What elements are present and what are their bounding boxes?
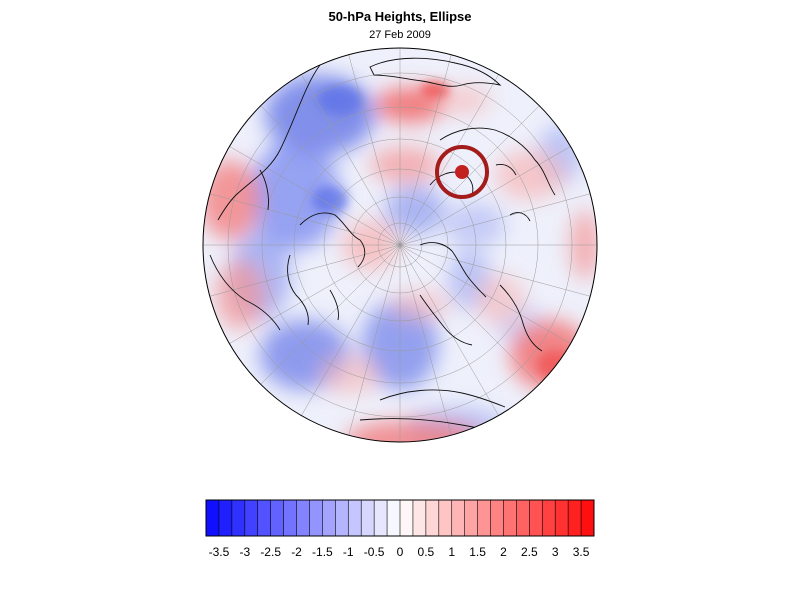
colorbar-cell (387, 500, 401, 536)
colorbar-tick-label: 2.5 (521, 545, 538, 559)
colorbar-tick-label: -2.5 (260, 545, 281, 559)
colorbar-cell (568, 500, 582, 536)
colorbar-cell (503, 500, 517, 536)
polar-map (200, 45, 600, 445)
colorbar-cell (296, 500, 310, 536)
colorbar-cell (581, 500, 595, 536)
colorbar-tick-label: 2 (500, 545, 507, 559)
coastlines (209, 57, 556, 436)
colorbar-cell (374, 500, 388, 536)
colorbar-labels: -3.5 -3 -2.5 -2 -1.5 -1 -0.5 0 0.5 1 1.5 2 2.5 3 3.5 (209, 545, 590, 559)
colorbar-tick-label: 0.5 (418, 545, 435, 559)
map-border (202, 47, 598, 443)
colorbar-tick-label: -1 (343, 545, 354, 559)
colorbar-tick-label: -3.5 (209, 545, 230, 559)
colorbar-cell (218, 500, 233, 536)
map-title: 50-hPa Heights, Ellipse (328, 9, 472, 24)
anomaly-field (203, 48, 597, 442)
map-subtitle: 27 Feb 2009 (369, 29, 431, 41)
colorbar-cell (542, 500, 556, 536)
ellipse-marker-ring (435, 145, 489, 199)
colorbar-cell (244, 500, 259, 536)
colorbar-cell (555, 500, 569, 536)
colorbar-cell (490, 500, 504, 536)
colorbar-frame (205, 499, 595, 537)
colorbar-cell (451, 500, 465, 536)
colorbar-cell (270, 500, 284, 536)
colorbar-tick-label: 1 (448, 545, 455, 559)
colorbar-cell (206, 500, 220, 536)
colorbar-cell (425, 500, 440, 536)
colorbar-cell (400, 500, 414, 536)
polar-map-svg (202, 47, 598, 443)
colorbar-tick-label: -3 (239, 545, 250, 559)
colorbar-tick-label: 3 (552, 545, 559, 559)
colorbar-cell (529, 500, 543, 536)
colorbar-cell (335, 500, 349, 536)
colorbar-cell (348, 500, 362, 536)
colorbar-tick-label: 0 (397, 545, 404, 559)
colorbar-cell (231, 500, 246, 536)
colorbar-tick-label: 3.5 (573, 545, 590, 559)
colorbar-cell (361, 500, 375, 536)
colorbar-cell (464, 500, 478, 536)
colorbar-tick-label: -1.5 (312, 545, 333, 559)
colorbar-cell (412, 500, 427, 536)
colorbar-tick-label: -2 (291, 545, 302, 559)
ellipse-marker-center (455, 165, 469, 179)
colorbar-cell (438, 500, 453, 536)
colorbar-cell (322, 500, 336, 536)
colorbar-cell (477, 500, 491, 536)
colorbar-cell (257, 500, 271, 536)
graticule (203, 48, 597, 442)
colorbar-cells (206, 500, 595, 536)
colorbar-cell (516, 500, 530, 536)
colorbar-cell (283, 500, 297, 536)
ellipse-marker (435, 145, 489, 199)
colorbar-cell (309, 500, 323, 536)
colorbar-tick-label: -0.5 (364, 545, 385, 559)
colorbar-tick-label: 1.5 (469, 545, 486, 559)
